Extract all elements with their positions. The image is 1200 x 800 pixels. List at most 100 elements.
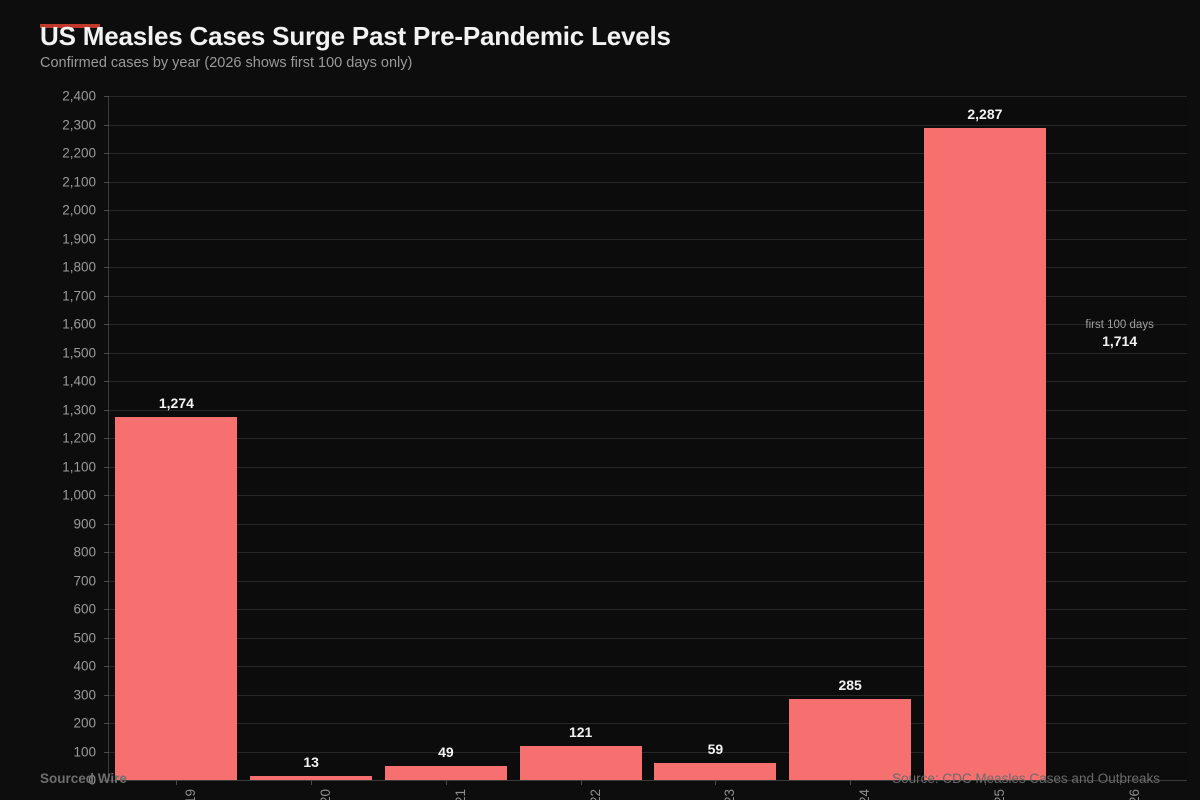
- y-axis-tick-label: 100: [73, 744, 96, 759]
- gridline: [109, 352, 1187, 354]
- footer-brand: Sourced Wire: [40, 771, 127, 786]
- footer-source: Source: CDC Measles Cases and Outbreaks: [892, 771, 1160, 786]
- annotation-value: 1,714: [1102, 332, 1138, 349]
- y-axis-tick-mark: [104, 495, 109, 496]
- gridline: [109, 637, 1187, 639]
- y-axis-tick-mark: [104, 324, 109, 325]
- x-axis-tick-mark: [580, 780, 582, 785]
- bar-value-label-2023: 59: [707, 741, 724, 758]
- gridline: [109, 238, 1187, 240]
- x-axis-tick-label-2023: 2023: [722, 789, 737, 800]
- y-axis-tick-label: 2,200: [62, 145, 96, 161]
- gridline: [109, 552, 1187, 553]
- y-axis-tick-mark: [104, 552, 109, 553]
- y-axis-tick-mark: [104, 751, 109, 753]
- y-axis-tick-mark: [104, 96, 109, 97]
- y-axis-tick-mark: [104, 609, 109, 610]
- gridline: [109, 495, 1187, 496]
- title-accent-bar: [40, 24, 100, 28]
- bar-value-label-2025: 2,287: [967, 106, 1003, 123]
- y-axis-tick-mark: [104, 409, 109, 411]
- y-axis-tick-mark: [104, 694, 109, 696]
- y-axis-tick-mark: [104, 295, 109, 297]
- y-axis-tick-mark: [104, 438, 109, 439]
- y-axis-tick-mark: [104, 637, 109, 639]
- y-axis-tick-mark: [104, 124, 109, 126]
- bar-value-label-2019: 1,274: [158, 394, 194, 411]
- annotation-label: first 100 days: [1085, 318, 1154, 331]
- bar-2024[interactable]: [789, 698, 912, 780]
- gridline: [109, 96, 1187, 97]
- chart-subtitle: Confirmed cases by year (2026 shows firs…: [40, 55, 413, 71]
- bar-2020[interactable]: [250, 776, 373, 780]
- bar-value-label-2022: 121: [568, 723, 593, 740]
- y-axis-tick-mark: [104, 153, 109, 154]
- y-axis-tick-label: 1,700: [62, 288, 96, 303]
- x-axis-tick-mark: [176, 780, 178, 785]
- x-axis-tick-label-2025: 2025: [992, 789, 1007, 800]
- gridline: [109, 466, 1187, 468]
- bar-2025[interactable]: [923, 128, 1046, 780]
- x-axis-tick-label-2024: 2024: [857, 789, 872, 800]
- x-axis-tick-mark: [445, 780, 447, 785]
- y-axis-tick-mark: [104, 723, 109, 724]
- y-axis-tick-label: 400: [73, 658, 96, 674]
- x-axis-tick-label-2021: 2021: [453, 789, 468, 800]
- x-axis-tick-label-2022: 2022: [588, 789, 603, 800]
- y-axis-tick-label: 1,100: [62, 459, 96, 474]
- y-axis-tick-label: 2,400: [62, 88, 96, 104]
- bar-value-label-2020: 13: [303, 754, 319, 771]
- y-axis-tick-mark: [104, 666, 109, 667]
- bar-2021[interactable]: [384, 766, 507, 780]
- gridline: [109, 210, 1187, 211]
- gridline: [109, 124, 1187, 126]
- y-axis-tick-mark: [104, 352, 109, 354]
- bar-value-label-2024: 285: [838, 676, 862, 693]
- x-axis-tick-label-2026: 2026: [1127, 789, 1142, 800]
- x-axis-tick-mark: [715, 780, 717, 785]
- page-title: US Measles Cases Surge Past Pre-Pandemic…: [40, 21, 671, 51]
- y-axis-tick-label: 200: [73, 715, 96, 731]
- gridline: [109, 609, 1187, 610]
- y-axis-tick-label: 600: [73, 601, 96, 617]
- gridline: [109, 267, 1187, 268]
- y-axis-tick-mark: [104, 267, 109, 268]
- bar-2019[interactable]: [115, 416, 238, 780]
- x-axis-tick-mark: [984, 780, 986, 785]
- y-axis-tick-label: 1,300: [62, 402, 96, 417]
- y-axis-tick-mark: [104, 523, 109, 525]
- y-axis-tick-label: 500: [73, 630, 96, 645]
- bar-2022[interactable]: [519, 745, 642, 780]
- x-axis-tick-label-2019: 2019: [183, 789, 198, 800]
- y-axis-tick-label: 2,100: [62, 174, 96, 189]
- y-axis-tick-mark: [104, 210, 109, 211]
- y-axis-tick-label: 1,800: [62, 259, 96, 275]
- y-axis-tick-label: 900: [73, 516, 96, 531]
- y-axis-tick-label: 300: [73, 687, 96, 702]
- gridline: [109, 438, 1187, 439]
- y-axis-tick-label: 1,900: [62, 231, 96, 246]
- y-axis-tick-label: 1,400: [62, 373, 96, 389]
- gridline: [109, 751, 1187, 753]
- y-axis-tick-label: 0: [88, 772, 96, 788]
- y-axis-tick-label: 1,500: [62, 345, 96, 360]
- x-axis-tick-mark: [850, 780, 852, 785]
- gridline: [109, 181, 1187, 183]
- y-axis-tick-label: 800: [73, 544, 96, 560]
- gridline: [109, 780, 1187, 781]
- bar-2023[interactable]: [654, 763, 777, 780]
- bar-value-label-2021: 49: [438, 744, 454, 761]
- y-axis-tick-label: 2,000: [62, 202, 96, 218]
- plot-area: 1,274 13 49 121 59 285 2,287 2019 2020 2021 2022 2…: [104, 96, 1187, 800]
- gridline: [109, 580, 1187, 582]
- y-axis-tick-mark: [104, 466, 109, 468]
- x-axis-tick-mark: [311, 780, 313, 785]
- gridline: [109, 153, 1187, 154]
- y-axis-tick-mark: [104, 381, 109, 382]
- gridline: [109, 295, 1187, 297]
- gridline: [109, 409, 1187, 411]
- gridline: [109, 523, 1187, 525]
- y-axis-tick-mark: [104, 580, 109, 582]
- gridline: [109, 666, 1187, 667]
